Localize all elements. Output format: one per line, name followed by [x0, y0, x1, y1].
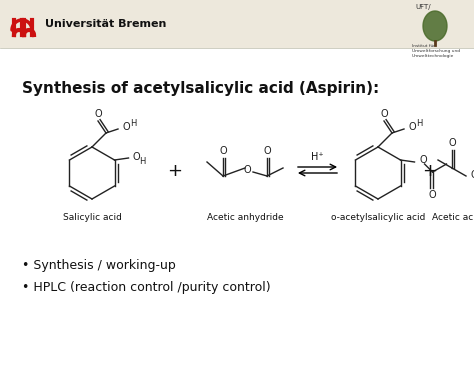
Text: Acetic anhydride: Acetic anhydride	[207, 213, 283, 223]
Text: O: O	[409, 122, 417, 132]
Polygon shape	[423, 11, 447, 41]
Text: H⁺: H⁺	[311, 152, 324, 162]
Text: • Synthesis / working-up: • Synthesis / working-up	[22, 259, 176, 273]
Text: • HPLC (reaction control /purity control): • HPLC (reaction control /purity control…	[22, 281, 271, 295]
Text: O: O	[123, 122, 131, 132]
Text: O: O	[419, 155, 427, 165]
Text: +: +	[167, 162, 182, 180]
Bar	[0, 0, 474, 48]
Text: O: O	[263, 146, 271, 156]
Text: #EDE8DC: #EDE8DC	[45, 23, 52, 24]
Text: Synthesis of acetylsalicylic acid (Aspirin):: Synthesis of acetylsalicylic acid (Aspir…	[22, 81, 379, 96]
Text: O: O	[243, 165, 251, 175]
Text: O: O	[448, 138, 456, 148]
Text: H: H	[139, 157, 146, 167]
Text: UFT/: UFT/	[415, 4, 430, 10]
Text: O: O	[219, 146, 227, 156]
Text: Institut für
Umweltforschung und
Umwelttechnologie: Institut für Umweltforschung und Umweltt…	[412, 44, 460, 58]
Text: Acetic acid: Acetic acid	[432, 213, 474, 223]
Text: O: O	[133, 152, 140, 162]
Text: O: O	[94, 109, 102, 119]
Text: H: H	[416, 119, 422, 127]
Text: +: +	[422, 162, 438, 180]
Text: Universität Bremen: Universität Bremen	[45, 19, 166, 29]
Text: O: O	[380, 109, 388, 119]
Text: O: O	[428, 190, 437, 200]
Text: H: H	[130, 119, 137, 127]
Text: Salicylic acid: Salicylic acid	[63, 213, 121, 223]
Text: o-acetylsalicylic acid: o-acetylsalicylic acid	[331, 213, 425, 223]
Text: O: O	[471, 170, 474, 180]
